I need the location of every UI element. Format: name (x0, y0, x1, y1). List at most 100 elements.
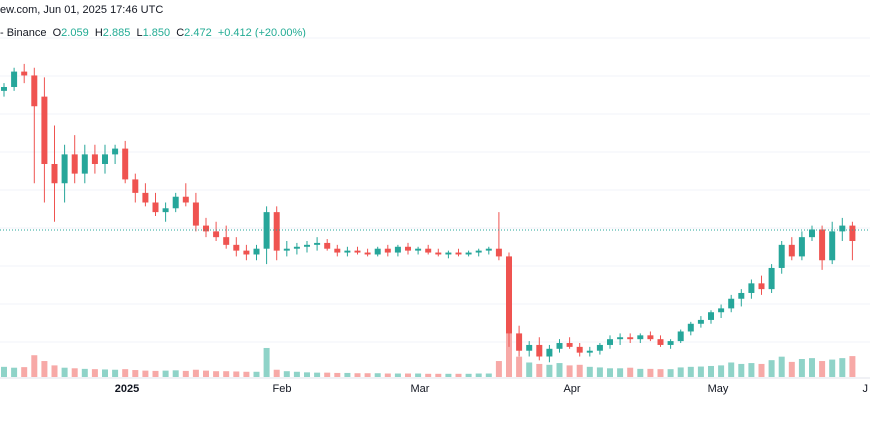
candle-body (81, 154, 88, 174)
candle (718, 304, 725, 318)
candle-body (112, 148, 119, 155)
volume-bar (203, 370, 209, 377)
candle-body (788, 244, 795, 257)
chart-header-timestamp: ew.com, Jun 01, 2025 17:46 UTC (0, 4, 163, 16)
candle (849, 221, 856, 261)
candle (516, 325, 523, 357)
candle-body (405, 246, 411, 251)
candle-body (617, 337, 624, 340)
candle (102, 144, 108, 174)
volume-bar (374, 373, 381, 377)
candle (495, 212, 502, 261)
volume-bar (364, 373, 371, 377)
candle (51, 125, 58, 222)
volume-bar (334, 372, 341, 377)
volume-bar (11, 367, 18, 377)
candle (11, 67, 18, 91)
volume-bar (788, 361, 795, 377)
candle (586, 346, 593, 357)
candle-body (41, 96, 48, 164)
volume-bar (283, 371, 290, 377)
candle-body (253, 248, 260, 255)
volume-bar (122, 369, 129, 377)
candle-body (687, 323, 694, 332)
candle-body (718, 308, 725, 313)
candle-body (142, 192, 149, 203)
candle (697, 316, 704, 328)
candle (334, 244, 341, 257)
candle (566, 337, 573, 349)
candle (384, 244, 391, 257)
candle (778, 241, 785, 274)
candle-body (536, 344, 543, 357)
candle (374, 246, 381, 257)
candle (637, 333, 644, 344)
candle (152, 192, 159, 216)
volume-bar (798, 359, 805, 377)
candle-body (384, 248, 391, 253)
volume-bar (263, 347, 270, 377)
time-axis-label: Mar (411, 383, 430, 395)
candle (829, 221, 836, 265)
candle-body (324, 242, 331, 249)
candle (728, 294, 735, 313)
candle-body (435, 252, 442, 255)
candle (91, 144, 98, 174)
candle-body (304, 244, 310, 247)
candle (455, 248, 462, 257)
candle-body (334, 248, 341, 253)
volume-bar (394, 373, 401, 377)
candle (233, 237, 240, 257)
volume-bar (586, 366, 593, 377)
volume-bar (304, 372, 310, 377)
volume-bar (829, 359, 836, 377)
volume-bar (465, 373, 472, 377)
volume-bar (758, 363, 765, 377)
volume-bar (475, 373, 482, 377)
volume-bar (162, 370, 169, 377)
candle-body (526, 344, 533, 351)
candle (21, 63, 28, 84)
candle-body (445, 252, 452, 255)
candle (657, 335, 664, 347)
candle (435, 248, 442, 257)
candle-body (708, 312, 714, 320)
candle (81, 144, 88, 184)
candle (364, 248, 371, 257)
candle-body (829, 231, 836, 261)
volume-bar (738, 363, 745, 377)
volume-bar (778, 356, 785, 377)
volume-bar (607, 368, 613, 377)
high-value: 2.885 (102, 27, 131, 39)
candle (132, 173, 139, 203)
volume-bar (314, 372, 321, 377)
volume-bars (1, 332, 856, 377)
candle-body (21, 71, 28, 76)
candle (1, 83, 7, 97)
volume-bar (677, 367, 684, 377)
volume-bar (61, 367, 68, 377)
candle (263, 206, 270, 265)
time-axis-label: J (863, 383, 869, 395)
candle-body (576, 346, 583, 353)
volume-bar (192, 369, 199, 377)
candle (485, 246, 492, 255)
volume-bar (172, 370, 179, 377)
volume-bar (223, 371, 230, 377)
candle (556, 339, 563, 353)
candle-body (839, 225, 846, 232)
candle-body (344, 250, 351, 253)
volume-bar (112, 369, 119, 377)
candle-body (657, 339, 664, 345)
volume-bar (405, 373, 411, 377)
candle (223, 225, 230, 249)
volume-bar (728, 362, 735, 377)
time-axis-label: 2025 (115, 383, 139, 395)
candle-body (51, 164, 58, 184)
candle (61, 144, 68, 203)
candle-body (546, 348, 553, 357)
volume-bar (213, 371, 220, 377)
candle (415, 246, 422, 255)
low-label: L (136, 27, 143, 39)
